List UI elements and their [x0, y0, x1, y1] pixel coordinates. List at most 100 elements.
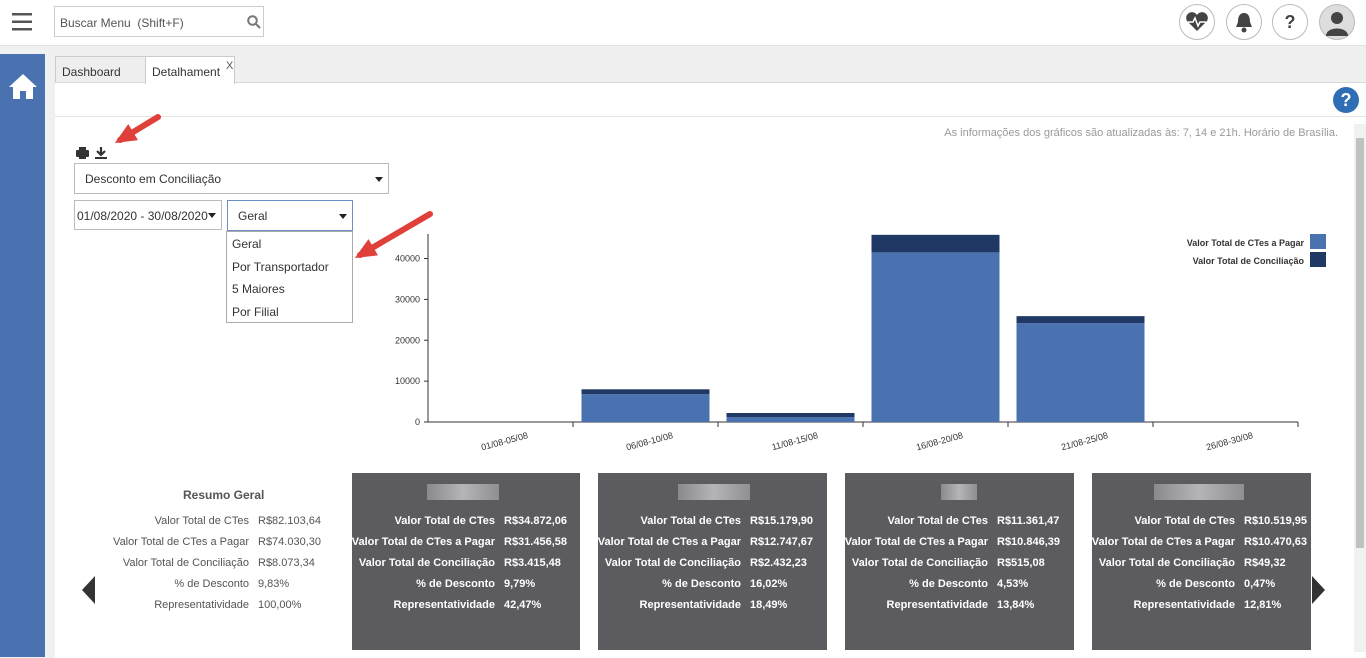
bar-segment	[871, 252, 1000, 422]
summary-value: R$82.103,64	[258, 515, 321, 527]
card-value: 42,47%	[504, 599, 542, 611]
view-select-value: Geral	[238, 209, 268, 223]
card-value: 4,53%	[997, 578, 1029, 590]
card-label: Valor Total de CTes a Pagar	[351, 536, 495, 548]
view-option[interactable]: 5 Maiores	[232, 282, 285, 296]
card-value: 12,81%	[1244, 599, 1282, 611]
card-label: Valor Total de CTes a Pagar	[597, 536, 741, 548]
health-button[interactable]	[1179, 4, 1215, 40]
summary-label: Representatividade	[154, 599, 249, 611]
notifications-button[interactable]	[1226, 4, 1262, 40]
y-tick-label: 40000	[395, 254, 420, 264]
bar-segment	[581, 389, 710, 395]
card-value: 0,47%	[1244, 578, 1276, 590]
tab-label: Dashboard	[62, 65, 121, 79]
update-notice: As informações dos gráficos são atualiza…	[944, 127, 1338, 139]
legend-label: Valor Total de CTes a Pagar	[1187, 238, 1305, 248]
card-label: Valor Total de CTes	[394, 515, 495, 527]
summary-label: Valor Total de CTes a Pagar	[113, 536, 249, 548]
card-value: R$515,08	[997, 557, 1045, 569]
summary-card: Valor Total de CTes R$10.519,95 Valor Tota…	[1092, 473, 1311, 650]
bar-segment	[581, 394, 710, 422]
legend-swatch	[1310, 234, 1326, 249]
home-icon[interactable]	[8, 72, 38, 100]
card-label: Representatividade	[639, 599, 741, 611]
summary-title: Resumo Geral	[183, 488, 265, 502]
card-value: R$34.872,06	[504, 515, 567, 527]
card-value: 9,79%	[504, 578, 536, 590]
summary-card: Valor Total de CTes R$34.872,06 Valor Tota…	[352, 473, 580, 650]
summary-value: 9,83%	[258, 578, 290, 590]
x-tick-label: 16/08-20/08	[915, 430, 964, 452]
view-option[interactable]: Geral	[232, 237, 262, 251]
y-tick-label: 30000	[395, 294, 420, 304]
card-value: R$15.179,90	[750, 515, 813, 527]
x-tick-label: 21/08-25/08	[1060, 430, 1109, 452]
card-value: R$49,32	[1244, 557, 1286, 569]
blurred-title	[941, 484, 977, 500]
blurred-title	[1154, 484, 1244, 500]
top-bar: Buscar Menu (Shift+F) ?	[0, 0, 1366, 46]
x-tick-label: 26/08-30/08	[1205, 430, 1254, 452]
report-select-value: Desconto em Conciliação	[85, 172, 222, 186]
search-icon	[247, 15, 261, 29]
card-label: Representatividade	[1133, 599, 1235, 611]
scroll-thumb[interactable]	[1356, 138, 1364, 548]
card-label: Valor Total de CTes a Pagar	[844, 536, 988, 548]
card-label: Valor Total de Conciliação	[604, 557, 741, 569]
blurred-title	[678, 484, 750, 500]
tab-close[interactable]: X	[226, 60, 234, 72]
summary-card: Valor Total de CTes R$11.361,47 Valor Tota…	[845, 473, 1074, 650]
card-value: R$10.519,95	[1244, 515, 1307, 527]
search-box[interactable]: Buscar Menu (Shift+F)	[54, 6, 264, 37]
date-range[interactable]: 01/08/2020 - 30/08/2020	[74, 200, 222, 230]
blurred-title	[427, 484, 499, 500]
card-value: 18,49%	[750, 599, 788, 611]
annotation-arrowhead	[114, 124, 138, 144]
scrollbar	[1354, 124, 1366, 652]
x-tick-label: 01/08-05/08	[480, 430, 529, 452]
card-label: Valor Total de CTes	[640, 515, 741, 527]
summary-label: Valor Total de CTes	[154, 515, 249, 527]
user-avatar[interactable]	[1319, 4, 1355, 40]
summary-value: R$74.030,30	[258, 536, 321, 548]
tab-label: Detalhament	[152, 65, 221, 79]
page-help[interactable]: ?	[1333, 87, 1359, 113]
bar-segment	[1016, 316, 1145, 324]
card-value: R$11.361,47	[997, 515, 1060, 527]
annotation-arrowhead	[354, 239, 378, 259]
y-tick-label: 0	[415, 417, 420, 427]
summary-label: % de Desconto	[174, 578, 249, 590]
view-option[interactable]: Por Transportador	[232, 259, 329, 274]
help-button[interactable]: ?	[1272, 4, 1308, 40]
prev-arrow[interactable]	[82, 576, 96, 604]
tab-active[interactable]: Detalhament	[145, 56, 235, 84]
summary-value: 100,00%	[258, 599, 302, 611]
card-value: 16,02%	[750, 578, 788, 590]
card-value: R$10.470,63	[1244, 536, 1307, 548]
card-label: % de Desconto	[416, 578, 495, 590]
bar-segment	[1016, 323, 1145, 422]
menu-icon[interactable]	[12, 12, 34, 32]
bar-segment	[871, 234, 1000, 253]
y-tick-label: 20000	[395, 335, 420, 345]
view-select[interactable]: Geral	[227, 200, 353, 231]
card-value: R$3.415,48	[504, 557, 561, 569]
card-value: R$10.846,39	[997, 536, 1060, 548]
card-label: % de Desconto	[662, 578, 741, 590]
next-arrow[interactable]	[1311, 576, 1325, 604]
view-option[interactable]: Por Filial	[232, 304, 279, 319]
search-placeholder: Buscar Menu (Shift+F)	[60, 16, 184, 30]
print-download-icons[interactable]	[75, 146, 109, 160]
card-label: Valor Total de Conciliação	[851, 557, 988, 569]
card-label: % de Desconto	[1156, 578, 1235, 590]
date-range-value: 01/08/2020 - 30/08/2020	[77, 209, 208, 223]
report-select[interactable]: Desconto em Conciliação	[74, 163, 389, 194]
legend-label: Valor Total de Conciliação	[1193, 256, 1305, 266]
card-label: Valor Total de CTes	[887, 515, 988, 527]
x-tick-label: 11/08-15/08	[771, 430, 819, 452]
card-label: Valor Total de Conciliação	[358, 557, 495, 569]
card-label: Valor Total de CTes a Pagar	[1091, 536, 1235, 548]
